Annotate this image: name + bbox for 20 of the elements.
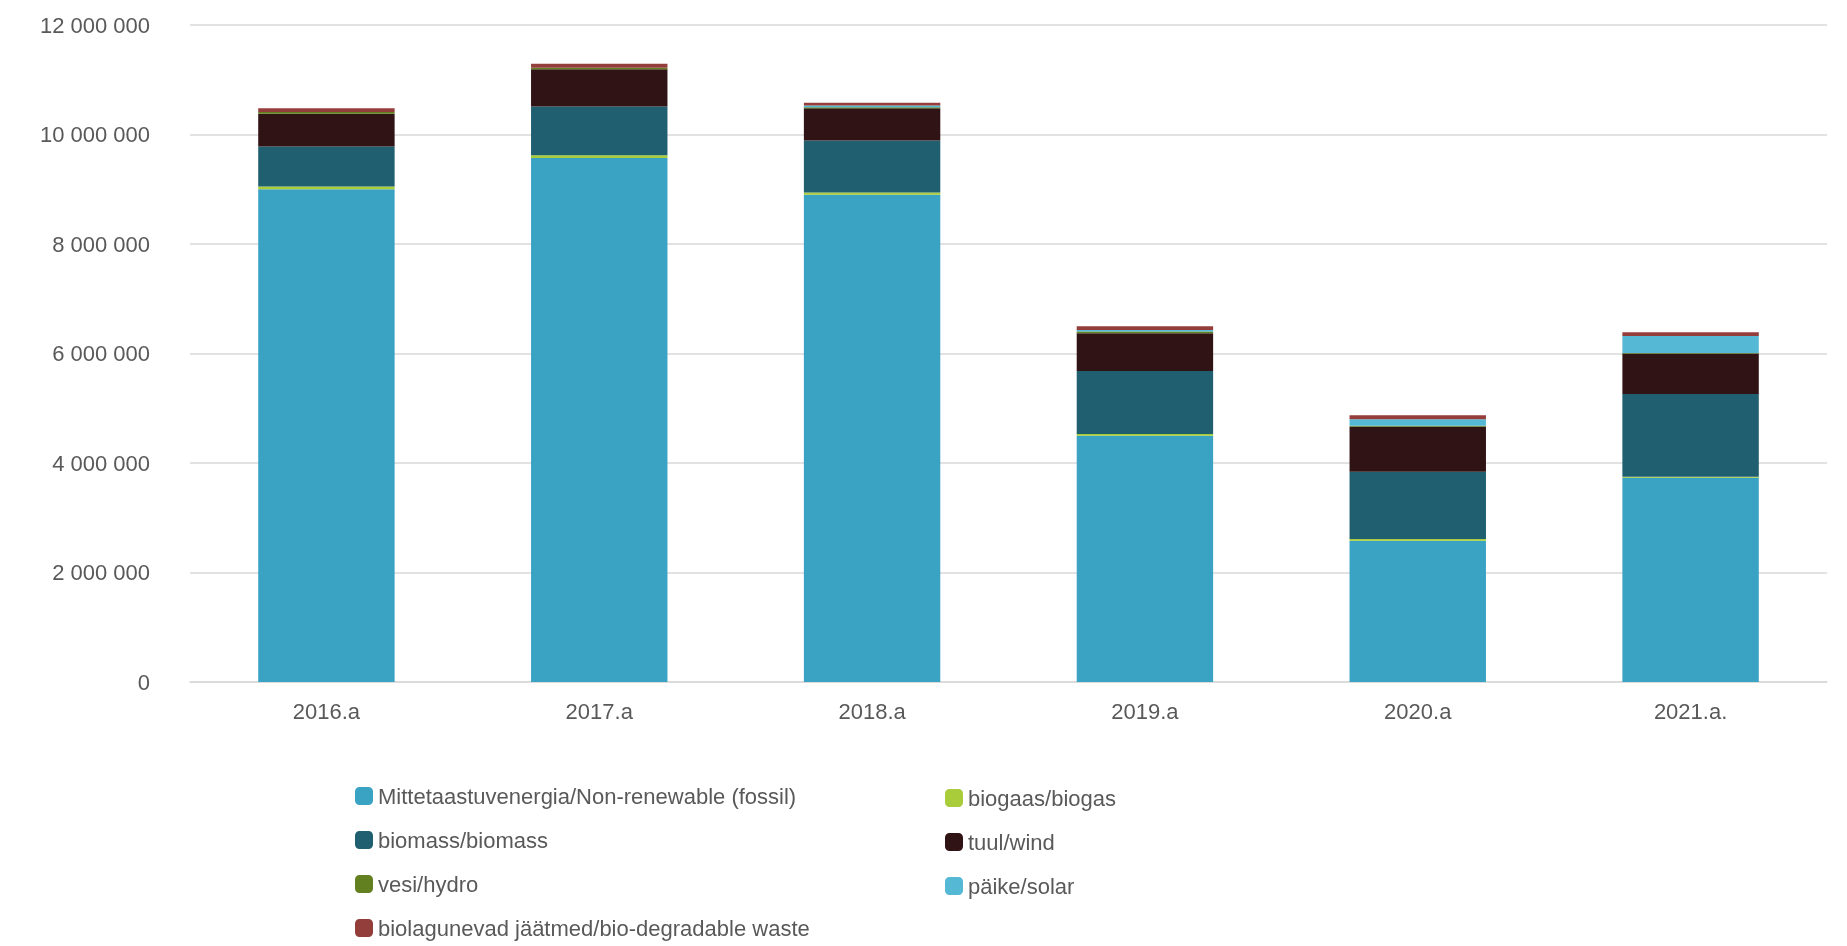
- y-tick-label: 12 000 000: [39, 12, 150, 38]
- x-tick-label: 2019.a: [1111, 698, 1180, 724]
- y-tick-label: 10 000 000: [39, 122, 150, 147]
- y-tick-label: 4 000 000: [52, 450, 150, 476]
- legend-label: Mittetaastuvenergia/Non-renewable (fossil): [378, 783, 797, 809]
- x-tick-label: 2021.a.: [1653, 698, 1728, 724]
- y-tick-label: 2 000 000: [52, 560, 150, 585]
- x-tick-label: 2017.a: [565, 698, 634, 724]
- y-tick-label: 8 000 000: [52, 231, 150, 257]
- x-tick-label: 2016.a: [292, 698, 361, 724]
- y-tick-label: 0: [137, 669, 150, 695]
- legend-label: vesi/hydro: [378, 871, 479, 897]
- legend-label: tuul/wind: [968, 829, 1055, 855]
- y-tick-label: 6 000 000: [52, 341, 150, 366]
- x-tick-label: 2018.a: [838, 698, 907, 724]
- legend-label: päike/solar: [968, 873, 1075, 899]
- legend-label: biolagunevad jäätmed/bio-degradable waste: [378, 915, 810, 941]
- x-tick-label: 2020.a: [1384, 698, 1453, 724]
- legend-label: biogaas/biogas: [968, 785, 1117, 811]
- legend-label: biomass/biomass: [378, 827, 548, 853]
